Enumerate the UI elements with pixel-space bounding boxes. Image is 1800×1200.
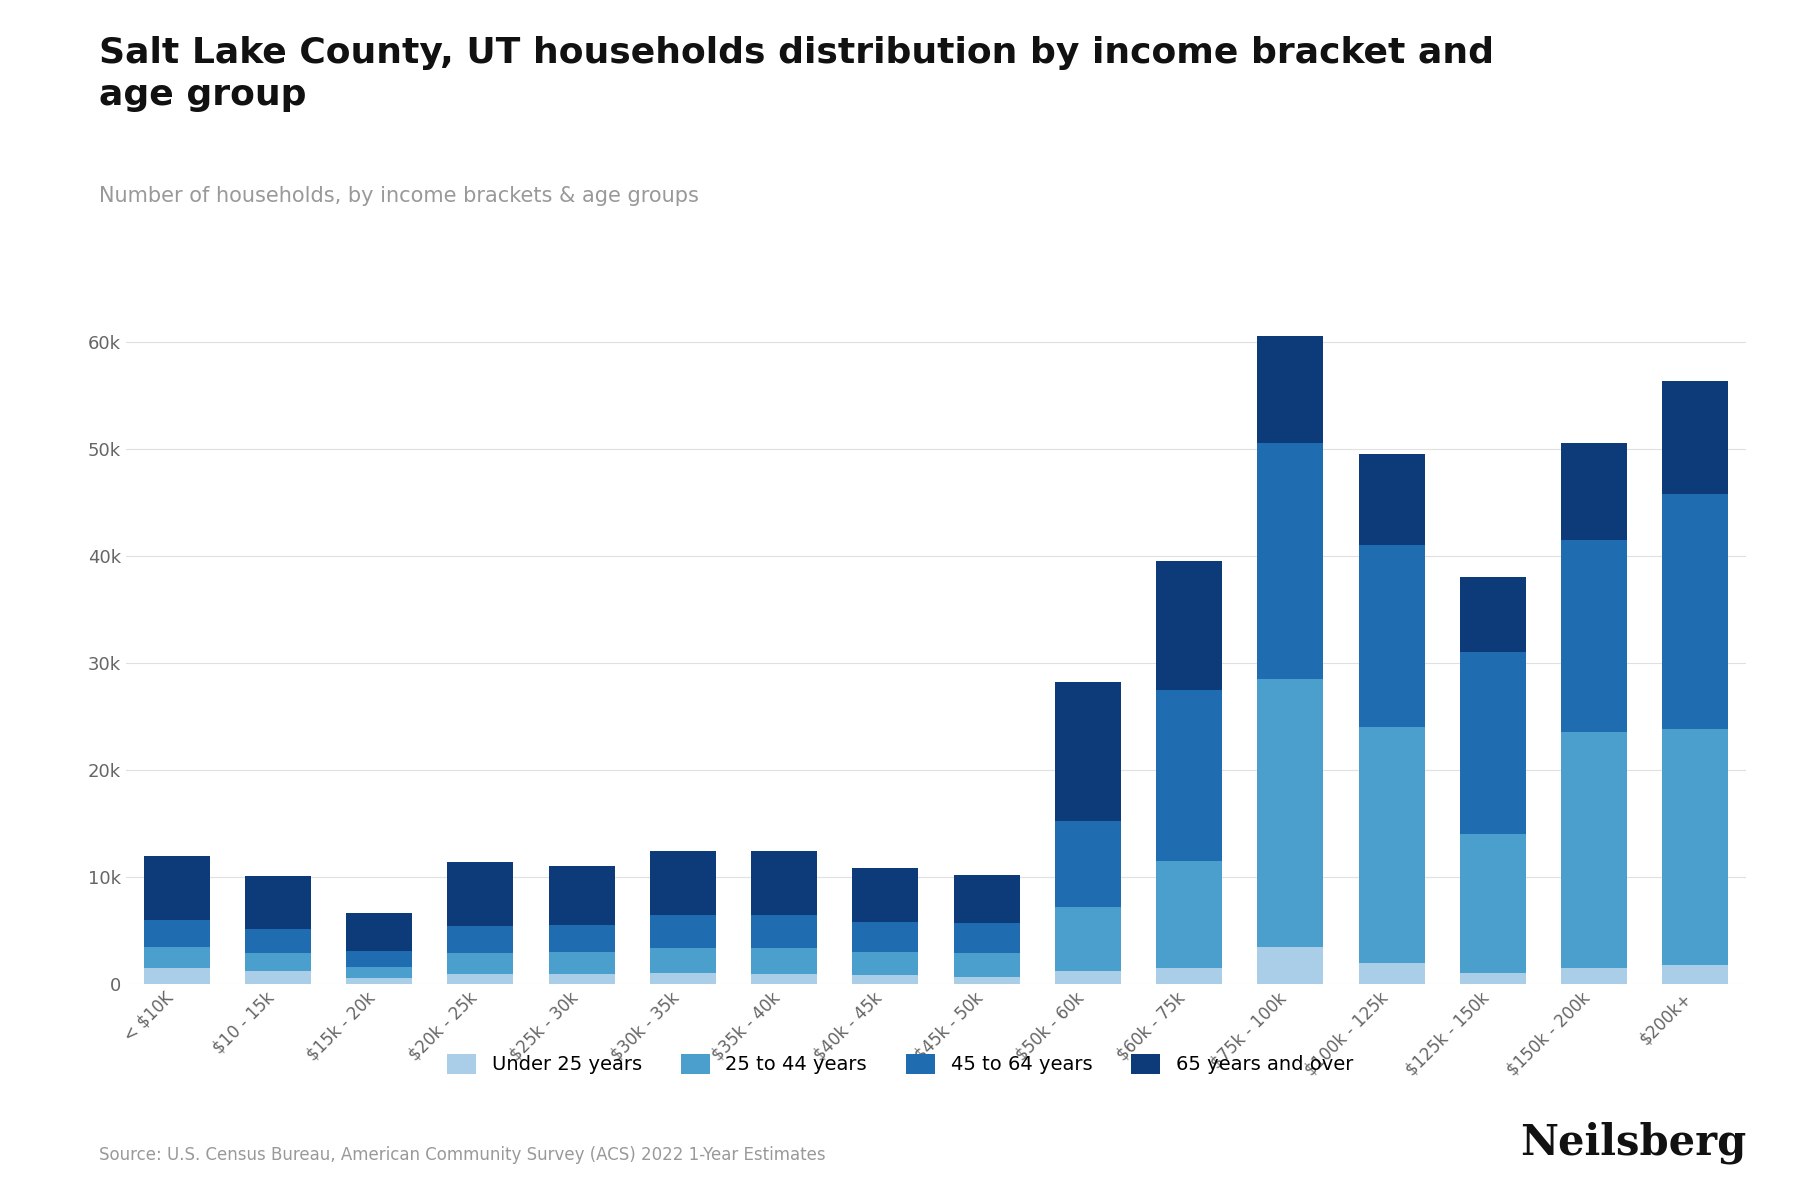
Bar <box>954 875 1019 923</box>
Bar <box>1055 907 1121 971</box>
Bar <box>954 953 1019 977</box>
Bar <box>549 866 614 925</box>
Bar <box>1055 821 1121 907</box>
Legend: Under 25 years, 25 to 44 years, 45 to 64 years, 65 years and over: Under 25 years, 25 to 44 years, 45 to 64… <box>439 1046 1361 1082</box>
Bar <box>245 929 311 953</box>
Bar <box>1359 727 1424 962</box>
Bar <box>245 953 311 971</box>
Bar <box>853 869 918 922</box>
Text: Salt Lake County, UT households distribution by income bracket and
age group: Salt Lake County, UT households distribu… <box>99 36 1494 112</box>
Bar <box>448 862 513 926</box>
Bar <box>1663 730 1728 965</box>
Bar <box>144 968 209 984</box>
Bar <box>1460 652 1526 834</box>
Bar <box>549 925 614 952</box>
Bar <box>448 926 513 953</box>
Bar <box>751 851 817 916</box>
Bar <box>954 977 1019 984</box>
Bar <box>1561 732 1627 968</box>
Bar <box>1156 860 1222 968</box>
Bar <box>549 952 614 974</box>
Bar <box>1258 443 1323 679</box>
Text: Number of households, by income brackets & age groups: Number of households, by income brackets… <box>99 186 698 206</box>
Bar <box>1663 965 1728 984</box>
Bar <box>853 922 918 952</box>
Bar <box>1460 973 1526 984</box>
Bar <box>1055 682 1121 821</box>
Bar <box>1561 540 1627 732</box>
Bar <box>650 851 716 916</box>
Bar <box>1359 454 1424 545</box>
Bar <box>245 876 311 929</box>
Bar <box>650 973 716 984</box>
Bar <box>1460 834 1526 973</box>
Bar <box>650 916 716 948</box>
Bar <box>144 947 209 968</box>
Bar <box>1663 382 1728 493</box>
Bar <box>1156 968 1222 984</box>
Bar <box>245 971 311 984</box>
Bar <box>346 967 412 978</box>
Bar <box>751 974 817 984</box>
Bar <box>1055 971 1121 984</box>
Bar <box>1561 443 1627 540</box>
Bar <box>448 974 513 984</box>
Bar <box>1359 962 1424 984</box>
Bar <box>1258 679 1323 947</box>
Bar <box>650 948 716 973</box>
Bar <box>1258 336 1323 443</box>
Bar <box>1460 577 1526 652</box>
Bar <box>751 916 817 948</box>
Bar <box>346 978 412 984</box>
Bar <box>346 950 412 967</box>
Bar <box>1663 493 1728 730</box>
Bar <box>1156 562 1222 690</box>
Bar <box>853 952 918 976</box>
Bar <box>144 919 209 947</box>
Bar <box>751 948 817 974</box>
Text: Neilsberg: Neilsberg <box>1519 1122 1746 1164</box>
Bar <box>549 974 614 984</box>
Bar <box>144 856 209 919</box>
Bar <box>346 913 412 950</box>
Bar <box>1359 545 1424 727</box>
Bar <box>1561 968 1627 984</box>
Bar <box>448 953 513 974</box>
Bar <box>1156 690 1222 860</box>
Text: Source: U.S. Census Bureau, American Community Survey (ACS) 2022 1-Year Estimate: Source: U.S. Census Bureau, American Com… <box>99 1146 826 1164</box>
Bar <box>853 976 918 984</box>
Bar <box>1258 947 1323 984</box>
Bar <box>954 923 1019 953</box>
